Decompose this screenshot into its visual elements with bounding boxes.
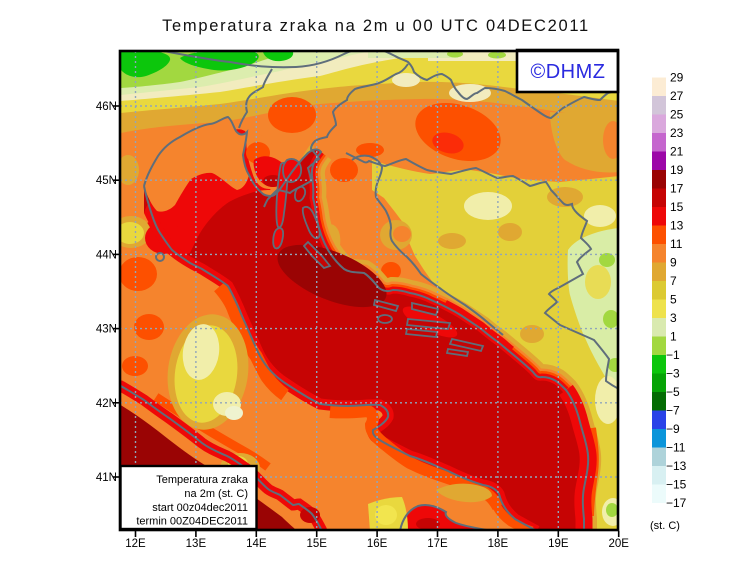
svg-text:29: 29 bbox=[670, 71, 684, 85]
svg-text:©DHMZ: ©DHMZ bbox=[531, 61, 606, 83]
svg-text:21: 21 bbox=[670, 145, 684, 159]
svg-text:Temperatura zraka: Temperatura zraka bbox=[156, 474, 249, 486]
svg-text:16E: 16E bbox=[367, 538, 388, 550]
svg-text:9: 9 bbox=[670, 256, 677, 270]
svg-text:43N: 43N bbox=[96, 324, 117, 336]
svg-text:−5: −5 bbox=[666, 385, 680, 399]
svg-text:18E: 18E bbox=[488, 538, 509, 550]
svg-text:17E: 17E bbox=[427, 538, 448, 550]
svg-text:45N: 45N bbox=[96, 175, 117, 187]
svg-text:(st. C): (st. C) bbox=[650, 520, 680, 532]
svg-text:25: 25 bbox=[670, 108, 684, 122]
svg-text:14E: 14E bbox=[246, 538, 267, 550]
svg-text:13: 13 bbox=[670, 219, 684, 233]
svg-text:−11: −11 bbox=[666, 441, 686, 455]
svg-text:27: 27 bbox=[670, 89, 684, 103]
svg-text:19E: 19E bbox=[548, 538, 569, 550]
svg-text:7: 7 bbox=[670, 274, 677, 288]
svg-text:15E: 15E bbox=[306, 538, 327, 550]
svg-text:Temperatura zraka na 2m u 00 U: Temperatura zraka na 2m u 00 UTC 04DEC20… bbox=[162, 17, 590, 35]
svg-text:15: 15 bbox=[670, 200, 684, 214]
svg-text:−3: −3 bbox=[666, 367, 680, 381]
svg-text:−7: −7 bbox=[666, 404, 680, 418]
svg-text:5: 5 bbox=[670, 293, 677, 307]
svg-text:41N: 41N bbox=[96, 472, 117, 484]
svg-text:12E: 12E bbox=[125, 538, 146, 550]
svg-text:44N: 44N bbox=[96, 249, 117, 261]
svg-text:−1: −1 bbox=[666, 348, 680, 362]
svg-text:start 00z04dec2011: start 00z04dec2011 bbox=[152, 502, 248, 514]
svg-text:3: 3 bbox=[670, 311, 677, 325]
svg-text:42N: 42N bbox=[96, 398, 117, 410]
svg-text:19: 19 bbox=[670, 163, 684, 177]
svg-text:11: 11 bbox=[670, 237, 683, 251]
svg-text:46N: 46N bbox=[96, 101, 117, 113]
svg-text:na 2m (st. C): na 2m (st. C) bbox=[184, 488, 248, 500]
svg-text:−9: −9 bbox=[666, 422, 680, 436]
svg-text:termin 00Z04DEC2011: termin 00Z04DEC2011 bbox=[136, 516, 248, 528]
svg-text:13E: 13E bbox=[186, 538, 207, 550]
svg-text:1: 1 bbox=[670, 330, 677, 344]
svg-text:−15: −15 bbox=[666, 478, 687, 492]
svg-text:20E: 20E bbox=[608, 538, 629, 550]
svg-text:−13: −13 bbox=[666, 459, 687, 473]
svg-text:23: 23 bbox=[670, 126, 684, 140]
svg-text:17: 17 bbox=[670, 182, 684, 196]
svg-text:−17: −17 bbox=[666, 496, 687, 510]
